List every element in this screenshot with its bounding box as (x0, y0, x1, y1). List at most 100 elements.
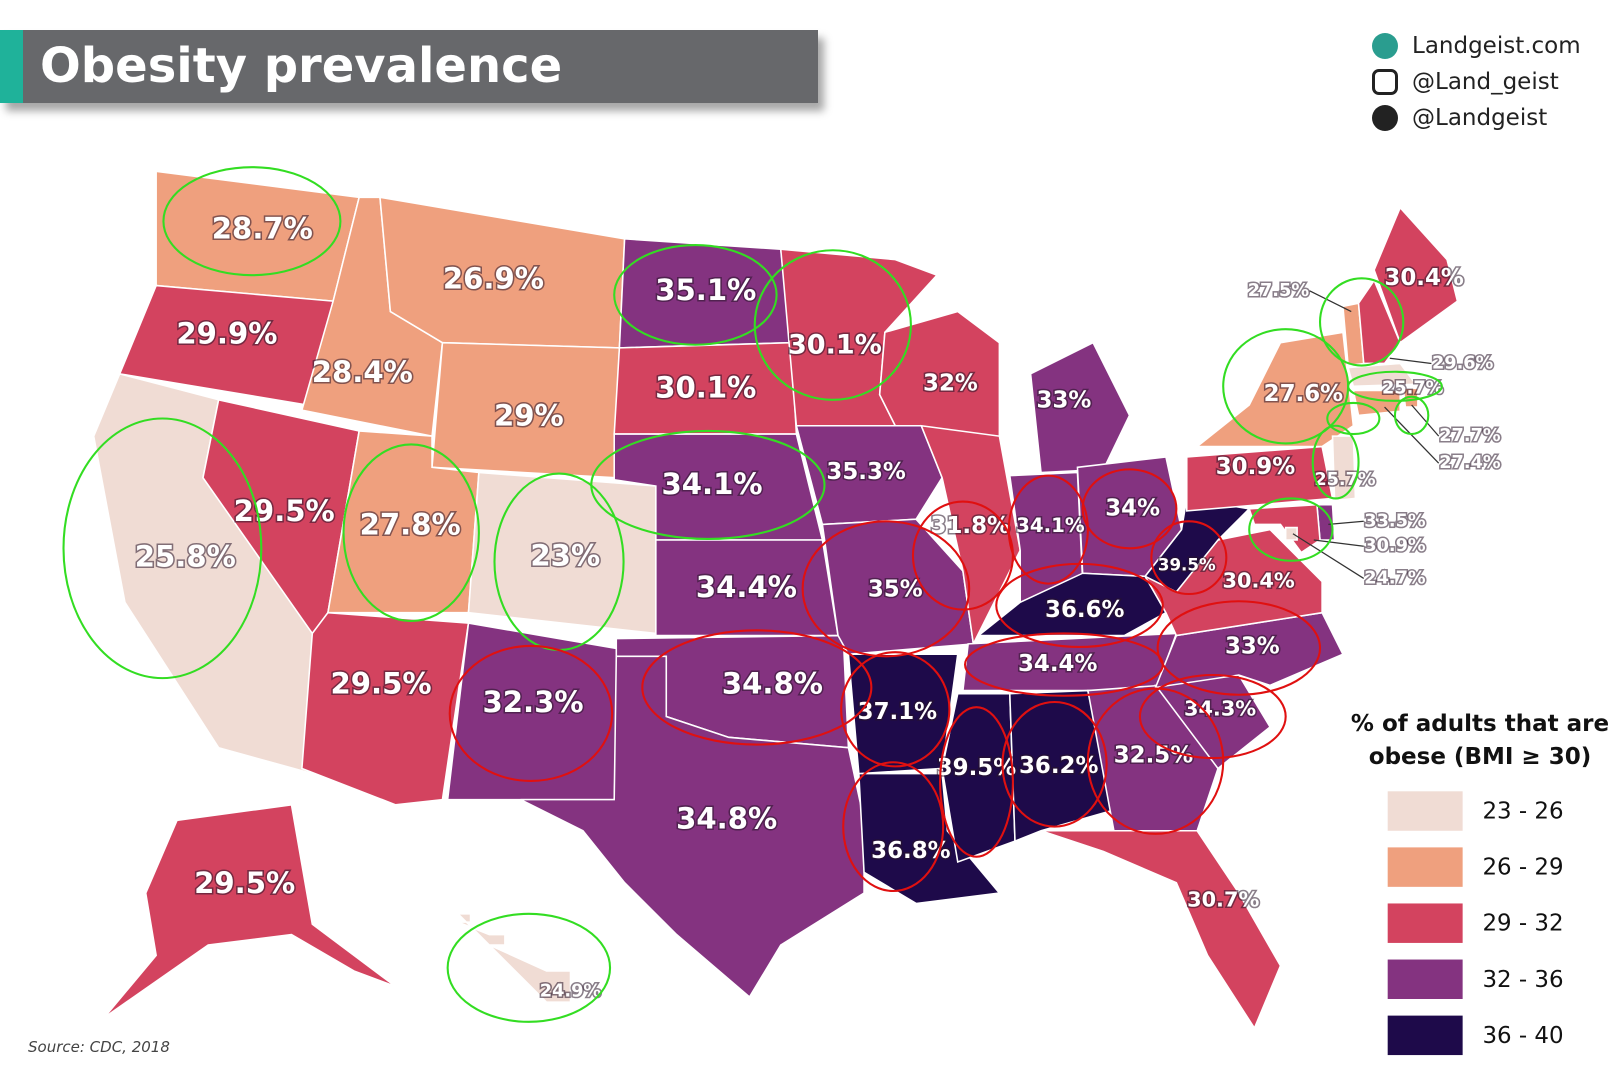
legend-label: 23 - 26 (1482, 799, 1563, 825)
state-label: 30.9% (1216, 454, 1295, 480)
callout-line (1309, 290, 1352, 313)
annotation-circle (1326, 401, 1381, 436)
state-label: 30.4% (1384, 265, 1463, 291)
state-label: 30.9% (1364, 536, 1426, 556)
state-label: 29.5% (234, 494, 335, 528)
state-label: 32.5% (1114, 743, 1193, 769)
annotation-circle (62, 417, 263, 680)
credit: Landgeist.com (1372, 28, 1581, 64)
legend-title: % of adults that are obese (BMI ≥ 30) (1350, 711, 1610, 770)
annotation-circle (162, 166, 342, 277)
state-label: 30.1% (788, 329, 882, 360)
state-label: 31.8% (931, 513, 1010, 539)
state-label: 33.5% (1364, 511, 1426, 531)
state-label: 29.6% (1432, 353, 1494, 373)
callout-line (1411, 404, 1440, 437)
annotation-circle (641, 629, 873, 746)
state-label: 27.8% (360, 508, 461, 542)
state-label: 33% (1225, 633, 1280, 659)
credit-text: @Land_geist (1412, 69, 1559, 95)
state-label: 25.7% (1314, 470, 1376, 490)
annotation-circle (963, 632, 1164, 697)
state-label: 30.7% (1187, 887, 1259, 911)
state-label: 29.5% (194, 866, 295, 900)
credit-text: Landgeist.com (1412, 33, 1581, 59)
state-label: 27.6% (1264, 381, 1343, 407)
state (1029, 341, 1131, 474)
state (301, 611, 470, 806)
state (1284, 526, 1298, 541)
state-label: 34.8% (722, 666, 823, 700)
credit: @Landgeist (1372, 100, 1581, 136)
state (103, 803, 397, 1019)
state-label: 34.1% (661, 467, 762, 501)
state-label: 24.9% (540, 982, 602, 1002)
state-label: 34% (1105, 495, 1160, 521)
source: Source: CDC, 2018 (28, 1038, 170, 1056)
state-label: 37.1% (858, 699, 937, 725)
state-label: 28.7% (212, 212, 313, 246)
annotation-circle (1001, 700, 1108, 828)
annotation-circle (1311, 424, 1360, 500)
legend-label: 32 - 36 (1482, 967, 1563, 993)
state-label: 26.9% (443, 261, 544, 295)
annotation-circle (1150, 520, 1228, 596)
state-label: 27.5% (1248, 281, 1310, 301)
legend-swatch (1387, 847, 1463, 887)
state-label: 29.5% (330, 666, 431, 700)
state-label: 36.2% (1019, 753, 1098, 779)
callout-line (1389, 357, 1432, 365)
legend-swatch (1387, 903, 1463, 943)
annotation-circle (613, 244, 778, 346)
state (520, 655, 865, 999)
state-label: 35% (868, 576, 923, 602)
legend-swatch (1387, 959, 1463, 999)
state-label: 34.4% (696, 570, 797, 604)
legend-label: 29 - 32 (1482, 911, 1563, 937)
state-label: 25.8% (135, 540, 236, 574)
callout-line (1313, 539, 1364, 547)
legend-label: 36 - 40 (1482, 1023, 1563, 1049)
annotation-circle (1393, 395, 1430, 436)
state-label: 35.3% (826, 459, 905, 485)
annotation-circle (1156, 600, 1322, 696)
annotation-circle (939, 706, 1014, 858)
state (858, 772, 1001, 905)
state-label: 25.7% (1382, 378, 1444, 398)
title-bar: Obesity prevalence (0, 30, 818, 103)
annotation-circle (448, 644, 614, 782)
credit-text: @Landgeist (1412, 105, 1548, 131)
credit: @Land_geist (1372, 64, 1581, 100)
state-label: 33% (1037, 387, 1092, 413)
annotation-circle (1347, 370, 1443, 402)
state (1331, 435, 1357, 502)
annotation-circle (911, 500, 1014, 611)
annotation-circle (342, 443, 480, 623)
state-label: 30.1% (655, 370, 756, 404)
state (1357, 278, 1402, 365)
state-label: 28.4% (312, 355, 413, 389)
annotation-circle (840, 651, 951, 768)
instagram-icon (1372, 69, 1398, 95)
twitter-icon (1372, 105, 1398, 131)
state-label: 23% (530, 539, 600, 573)
state-label: 27.4% (1439, 453, 1501, 473)
annotation-circle (446, 912, 612, 1023)
title: Obesity prevalence (40, 38, 563, 94)
legend-swatch (1387, 1015, 1463, 1056)
state-label: 36.8% (871, 838, 950, 864)
callout-line (1292, 533, 1365, 579)
annotation-circle (1007, 474, 1089, 585)
state (1194, 331, 1355, 448)
state-label: 29.9% (176, 316, 277, 350)
state-label: 27.7% (1439, 426, 1501, 446)
state-label: 30.4% (1223, 569, 1295, 593)
annotation-circle (1318, 277, 1405, 367)
annotation-circle (842, 761, 945, 893)
title-strip (0, 30, 23, 103)
legend-label: 26 - 29 (1482, 855, 1563, 881)
state (1040, 829, 1282, 1030)
state-label: 24.7% (1364, 568, 1426, 588)
